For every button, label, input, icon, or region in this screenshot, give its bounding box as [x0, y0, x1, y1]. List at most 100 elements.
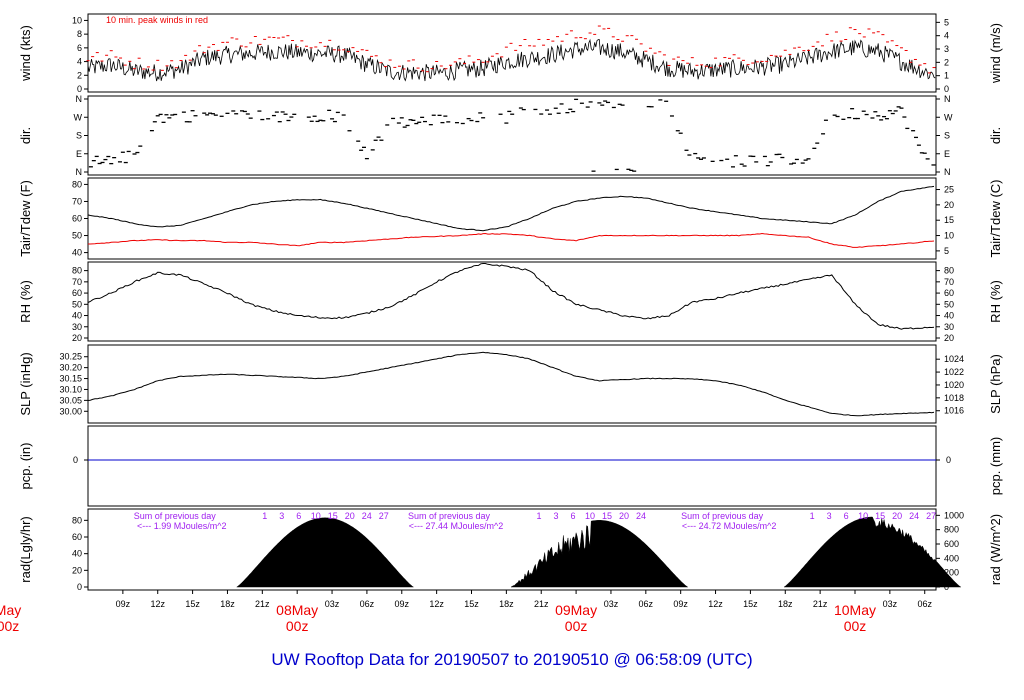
rad-hour-tick: 24	[636, 511, 646, 521]
rad-frame	[87, 508, 937, 591]
temp-tair-series-line	[87, 185, 935, 232]
x-tick-label: 21z	[534, 599, 549, 609]
rad-sum-value: <--- 27.44 MJoules/m^2	[409, 521, 504, 531]
rad-ytick-label-right: 1000	[944, 510, 964, 520]
slp-ytick-label-right: 1018	[944, 393, 964, 403]
rad-ytick-label: 60	[72, 532, 82, 542]
wind-ytick-label-right: 5	[944, 17, 949, 27]
rh-ytick-label-right: 60	[944, 288, 954, 298]
rad-hour-tick: 20	[892, 511, 902, 521]
x-tick-label: 21z	[255, 599, 270, 609]
temp-ylabel: Tair/Tdew (F)	[18, 180, 33, 257]
date-label: 09May	[555, 602, 597, 618]
rad-day-area	[510, 520, 689, 588]
panel-temp: Tair/Tdew (F) Tair/Tdew (C) 40 50 60 70 80 5 10 1…	[18, 177, 1003, 260]
x-tick-label: 06z	[360, 599, 375, 609]
wind-ylabel-right: wind (m/s)	[988, 23, 1003, 84]
rad-ytick-label-right: 800	[944, 525, 959, 535]
rh-ytick-label-right: 20	[944, 333, 954, 343]
rad-ytick-label: 80	[72, 515, 82, 525]
x-tick-label: 21z	[813, 599, 828, 609]
wind-ytick-label: 10	[72, 15, 82, 25]
slp-ytick-label: 30.05	[59, 395, 82, 405]
temp-ylabel-right: Tair/Tdew (C)	[988, 179, 1003, 257]
dir-ylabel-right: dir.	[988, 127, 1003, 144]
rh-ytick-label: 70	[72, 277, 82, 287]
wind-ytick-label-right: 1	[944, 71, 949, 81]
wind-ytick-label-right: 2	[944, 57, 949, 67]
rh-ylabel: RH (%)	[18, 280, 33, 323]
rh-frame	[87, 261, 937, 342]
rad-ytick-label: 20	[72, 565, 82, 575]
dir-ytick-label-right: S	[944, 131, 950, 141]
rh-ytick-label: 30	[72, 322, 82, 332]
pcp-ylabel: pcp. (in)	[18, 443, 33, 490]
wind-series-line	[87, 38, 936, 82]
rh-ytick-label-right: 50	[944, 299, 954, 309]
x-tick-label: 18z	[778, 599, 793, 609]
rad-hour-tick: 15	[875, 511, 885, 521]
rad-hour-tick: 10	[858, 511, 868, 521]
wind-ytick-label: 8	[77, 29, 82, 39]
slp-slp-series-line	[87, 351, 935, 417]
x-tick-label: 06z	[917, 599, 932, 609]
dir-frame	[87, 95, 937, 176]
x-tick-label: 12z	[708, 599, 723, 609]
date-hour-label: 00z	[565, 618, 588, 634]
temp-ytick-label-right: 15	[944, 215, 954, 225]
slp-ytick-label: 30.15	[59, 374, 82, 384]
panel-pcp: pcp. (in) pcp. (mm) 0 0	[18, 425, 1003, 507]
rad-hour-tick: 27	[926, 511, 936, 521]
pcp-frame	[87, 425, 937, 507]
dir-ytick-label-right: W	[944, 112, 953, 122]
slp-ylabel-right: SLP (hPa)	[988, 354, 1003, 414]
rad-ytick-label-right: 200	[944, 568, 959, 578]
rad-hour-tick: 20	[619, 511, 629, 521]
x-tick-label: 15z	[743, 599, 758, 609]
temp-ytick-label: 40	[72, 248, 82, 258]
edge-date-hour-label: 00z	[0, 618, 19, 634]
rh-ytick-label-right: 70	[944, 277, 954, 287]
temp-ytick-label: 60	[72, 214, 82, 224]
rad-hour-tick: 1	[262, 511, 267, 521]
chart-title: UW Rooftop Data for 20190507 to 20190510…	[271, 650, 752, 669]
rad-ytick-label: 0	[77, 582, 82, 592]
dir-ytick-label: N	[76, 167, 83, 177]
x-tick-label: 09z	[395, 599, 410, 609]
wind-ytick-label: 0	[77, 84, 82, 94]
wind-ytick-label: 2	[77, 70, 82, 80]
date-label: 08May	[276, 602, 318, 618]
x-tick-label: 18z	[220, 599, 235, 609]
wind-ytick-label: 6	[77, 43, 82, 53]
rh-ytick-label: 20	[72, 333, 82, 343]
rh-ytick-label-right: 40	[944, 311, 954, 321]
slp-ylabel: SLP (inHg)	[18, 352, 33, 415]
rad-hour-tick: 27	[379, 511, 389, 521]
rad-hour-tick: 24	[909, 511, 919, 521]
x-tick-label: 09z	[116, 599, 131, 609]
rad-sum-label: Sum of previous day	[681, 511, 764, 521]
dir-ytick-label: E	[76, 149, 82, 159]
temp-ytick-label-right: 10	[944, 231, 954, 241]
slp-ytick-label-right: 1020	[944, 380, 964, 390]
rad-ytick-label-right: 400	[944, 553, 959, 563]
rad-hour-tick: 3	[827, 511, 832, 521]
temp-ytick-label: 80	[72, 179, 82, 189]
rad-hour-tick: 1	[537, 511, 542, 521]
rh-ytick-label-right: 80	[944, 266, 954, 276]
rad-hour-tick: 15	[328, 511, 338, 521]
panel-slp: SLP (inHg) SLP (hPa)30.0030.0530.1030.153…	[18, 344, 1003, 424]
slp-ytick-label-right: 1016	[944, 406, 964, 416]
rad-day-area	[236, 517, 415, 588]
rad-hour-tick: 6	[571, 511, 576, 521]
dir-ytick-label: W	[74, 112, 83, 122]
temp-tdew-series-line	[88, 232, 935, 248]
x-tick-label: 03z	[604, 599, 619, 609]
wind-frame	[87, 13, 937, 93]
x-tick-label: 15z	[185, 599, 200, 609]
temp-ytick-label-right: 20	[944, 200, 954, 210]
pcp-ytick-label: 0	[73, 455, 78, 465]
temp-frame	[87, 177, 937, 260]
wind-ylabel: wind (kts)	[18, 25, 33, 82]
